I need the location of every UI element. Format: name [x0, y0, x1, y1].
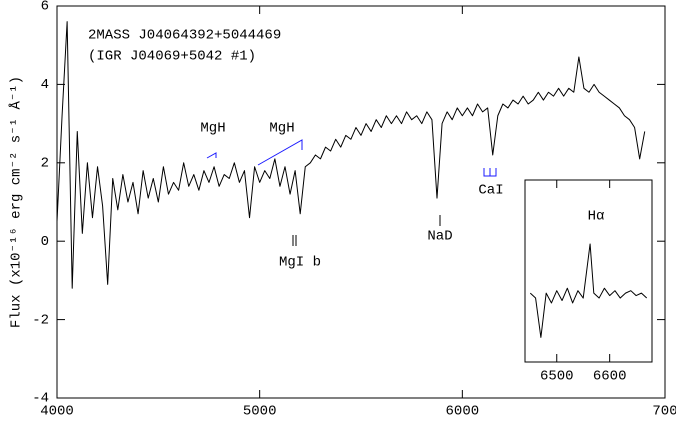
y-tick-label: -2	[32, 312, 49, 328]
plot-frame	[524, 179, 653, 363]
mgh-marker	[206, 152, 217, 159]
y-tick-label: -4	[32, 391, 49, 407]
annotation: CaI	[478, 183, 503, 199]
y-tick-label: 6	[41, 0, 49, 15]
y-tick-label: 4	[41, 77, 49, 93]
x-tick-label: 5000	[243, 404, 277, 420]
y-axis-label: Flux (x10⁻¹⁶ erg cm⁻² s⁻¹ Å⁻¹)	[8, 76, 25, 328]
x-tick-label: 4000	[40, 404, 74, 420]
x-tick-label: 6500	[540, 369, 574, 385]
mgh-marker	[257, 139, 303, 166]
chart-subtitle: (IGR J04069+5042 #1)	[88, 49, 256, 65]
x-tick-label: 700	[652, 404, 676, 420]
annotation: NaD	[427, 229, 452, 245]
spectrum-line	[529, 243, 648, 338]
x-tick-label: 6000	[446, 404, 480, 420]
spectrum-line	[56, 21, 646, 289]
x-tick-label: 6600	[593, 369, 627, 385]
feature-markers	[206, 139, 596, 246]
annotation: Hα	[588, 209, 605, 225]
chart-title: 2MASS J04064392+5044469	[88, 28, 281, 44]
annotation: MgH	[269, 121, 294, 137]
y-tick-label: 0	[41, 234, 49, 250]
annotation: MgH	[200, 121, 225, 137]
y-tick-label: 2	[41, 156, 49, 172]
plot-frame	[56, 5, 666, 399]
annotation: MgI b	[279, 255, 321, 271]
